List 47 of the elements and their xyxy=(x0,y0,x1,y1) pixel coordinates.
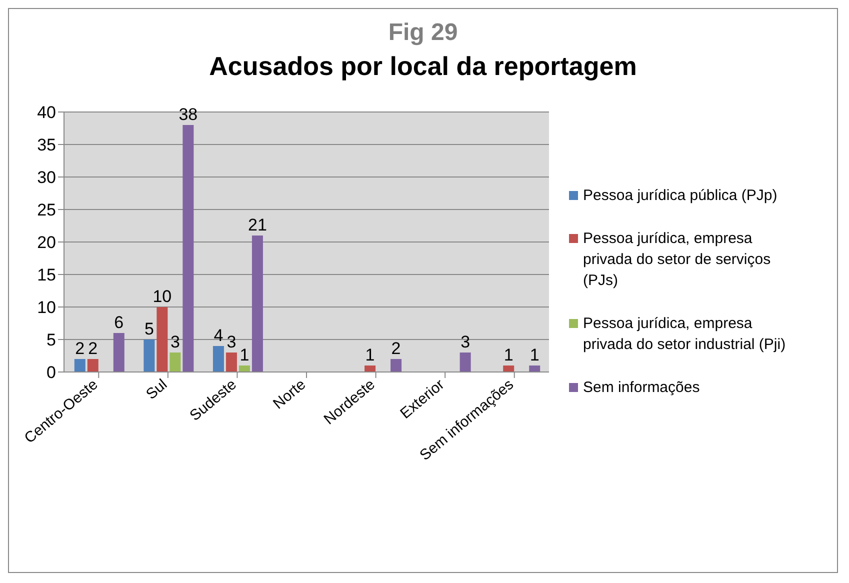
y-tick-label: 40 xyxy=(37,103,56,122)
data-label: 1 xyxy=(504,346,514,364)
bar xyxy=(182,125,194,372)
bar xyxy=(252,236,263,372)
bar xyxy=(529,366,540,372)
bar xyxy=(144,340,155,372)
legend-label: Pessoa jurídica, empresa privada do setor industrial (Pji) xyxy=(583,314,787,354)
y-tick-label: 25 xyxy=(37,200,56,220)
data-label: 5 xyxy=(144,320,154,338)
data-label: 1 xyxy=(240,346,250,364)
y-tick-label: 0 xyxy=(46,363,56,382)
data-label: 10 xyxy=(152,287,172,306)
bar xyxy=(74,359,86,372)
bar xyxy=(364,366,376,372)
x-tick-label: Sul xyxy=(142,376,170,404)
data-label: 3 xyxy=(226,332,236,352)
bar xyxy=(113,333,124,372)
data-label: 3 xyxy=(170,332,180,352)
data-label: 3 xyxy=(460,332,470,352)
data-label: 21 xyxy=(248,216,267,234)
data-label: 38 xyxy=(178,105,198,124)
bar xyxy=(212,346,224,372)
bar xyxy=(226,352,237,372)
legend-label: Pessoa jurídica pública (PJp) xyxy=(583,186,778,206)
data-label: 6 xyxy=(114,313,124,332)
y-tick-label: 30 xyxy=(37,168,56,188)
bar xyxy=(390,359,402,372)
y-tick-label: 10 xyxy=(37,298,56,318)
data-label: 2 xyxy=(75,339,85,358)
legend-label: Pessoa jurídica, empresa privada do setor de serviços (PJs) xyxy=(583,228,772,290)
bar xyxy=(238,366,250,372)
y-tick-label: 20 xyxy=(37,233,56,252)
y-tick-label: 15 xyxy=(37,266,56,285)
data-label: 2 xyxy=(88,339,98,358)
bar xyxy=(503,366,514,372)
data-label: 1 xyxy=(365,346,375,364)
y-tick-label: 35 xyxy=(37,136,56,155)
bar xyxy=(170,352,181,372)
y-tick-label: 5 xyxy=(46,330,56,350)
data-label: 4 xyxy=(214,326,224,345)
bar xyxy=(87,359,98,372)
data-label: 2 xyxy=(391,339,401,358)
chart-subtitle: Fig 29 xyxy=(387,19,459,47)
bar xyxy=(156,307,168,372)
bar xyxy=(460,352,471,372)
chart-title: Acusados por local da reportagem xyxy=(208,51,638,82)
data-label: 1 xyxy=(530,346,540,364)
